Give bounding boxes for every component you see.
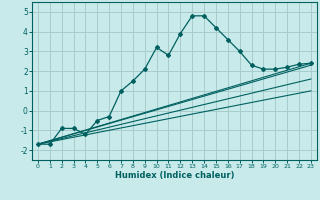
X-axis label: Humidex (Indice chaleur): Humidex (Indice chaleur) <box>115 171 234 180</box>
